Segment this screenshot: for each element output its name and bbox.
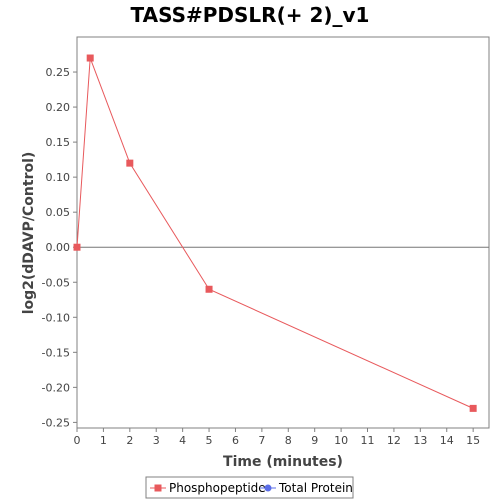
x-tick-label: 15: [466, 434, 480, 447]
plot-area: [76, 36, 490, 429]
x-tick-label: 0: [74, 434, 81, 447]
x-tick-label: 9: [311, 434, 318, 447]
y-tick-label: -0.25: [42, 416, 70, 429]
x-axis: 0 1 2 3 4 5 6 7 8 9 10 11 12 13 14 15: [74, 428, 480, 447]
x-tick-label: 1: [100, 434, 107, 447]
phosphopeptide-point: [469, 404, 477, 412]
phosphopeptide-point: [73, 243, 81, 251]
y-tick-label: 0.05: [46, 206, 71, 219]
phosphopeptide-point: [205, 285, 213, 293]
y-tick-label: 0.20: [46, 101, 71, 114]
x-tick-label: 13: [413, 434, 427, 447]
y-tick-label: 0.00: [46, 241, 71, 254]
series-layer: [73, 54, 477, 412]
y-tick-label: 0.15: [46, 136, 71, 149]
legend-total-protein-marker: [264, 484, 272, 492]
x-tick-label: 6: [232, 434, 239, 447]
x-tick-label: 10: [334, 434, 348, 447]
y-axis-label: log2(dDAVP/Control): [21, 152, 37, 315]
x-tick-label: 12: [387, 434, 401, 447]
legend-phosphopeptide-label: Phosphopeptide: [169, 481, 266, 495]
y-tick-label: -0.05: [42, 276, 70, 289]
x-tick-label: 11: [361, 434, 375, 447]
x-tick-label: 8: [285, 434, 292, 447]
y-tick-label: 0.10: [46, 171, 71, 184]
phosphopeptide-point: [126, 159, 134, 167]
x-axis-label: Time (minutes): [223, 454, 343, 470]
y-tick-label: -0.10: [42, 311, 70, 324]
y-axis: 0.25 0.20 0.15 0.10 0.05 0.00 -0.05 -0.10 -0.15 -…: [42, 66, 77, 429]
x-tick-label: 2: [126, 434, 133, 447]
phosphopeptide-point: [86, 54, 94, 62]
x-tick-label: 3: [153, 434, 160, 447]
legend: Phosphopeptide Total Protein: [145, 476, 354, 499]
x-tick-label: 14: [440, 434, 454, 447]
x-tick-label: 5: [206, 434, 213, 447]
y-tick-label: -0.20: [42, 381, 70, 394]
y-tick-label: -0.15: [42, 346, 70, 359]
chart-title: TASS#PDSLR(+ 2)_v1: [131, 3, 370, 27]
legend-total-protein-label: Total Protein: [278, 481, 353, 495]
x-tick-label: 4: [179, 434, 186, 447]
y-tick-label: 0.25: [46, 66, 71, 79]
x-tick-label: 7: [258, 434, 265, 447]
legend-box: [145, 476, 354, 499]
legend-phosphopeptide-marker: [154, 484, 162, 492]
